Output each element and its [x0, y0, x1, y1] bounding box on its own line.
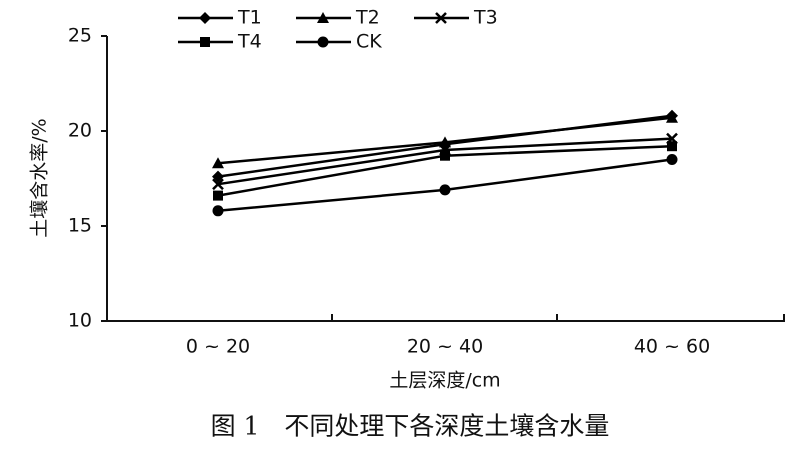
y-tick-label: 10 — [68, 310, 92, 332]
legend-marker — [317, 12, 329, 23]
legend-marker — [435, 12, 447, 24]
marker — [213, 190, 223, 201]
marker — [212, 205, 224, 217]
legend-label: T1 — [237, 7, 262, 29]
marker — [666, 111, 678, 123]
marker — [439, 136, 451, 148]
legend-label: T2 — [355, 7, 380, 29]
y-tick-label: 15 — [68, 215, 92, 237]
x-tick-label: 40 ~ 60 — [634, 336, 710, 358]
legend-label: T4 — [237, 31, 262, 53]
marker — [212, 157, 224, 169]
marker — [439, 184, 451, 196]
y-tick-label: 20 — [68, 120, 92, 142]
y-axis-label: 土壤含水率/% — [29, 118, 51, 237]
legend-label: T3 — [473, 7, 498, 29]
marker — [666, 154, 678, 165]
legend-marker — [200, 37, 210, 47]
marker — [440, 150, 450, 161]
x-axis-label: 土层深度/cm — [389, 370, 500, 392]
marker — [667, 141, 677, 152]
legend-marker — [317, 36, 329, 48]
legend-marker — [199, 12, 211, 24]
legend-label: CK — [356, 31, 382, 53]
x-tick-label: 20 ~ 40 — [407, 336, 483, 358]
x-tick-label: 0 ~ 20 — [186, 336, 250, 358]
y-tick-label: 25 — [68, 25, 92, 47]
chart-caption: 图 1 不同处理下各深度土壤含水量 — [211, 412, 610, 441]
marker — [212, 178, 224, 191]
